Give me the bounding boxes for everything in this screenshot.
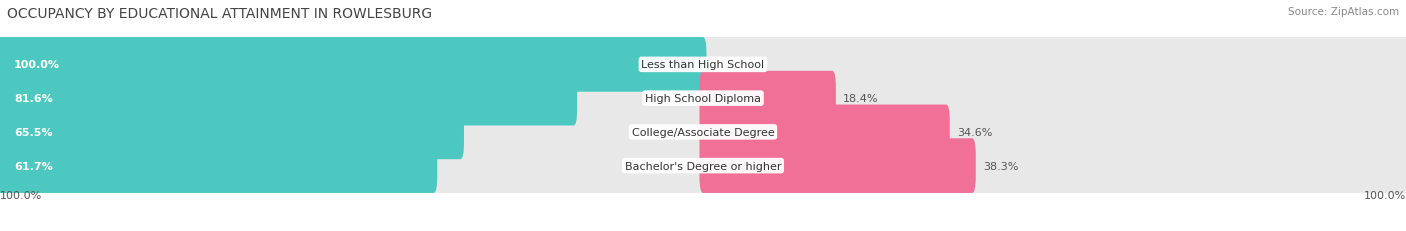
Text: Less than High School: Less than High School — [641, 60, 765, 70]
FancyBboxPatch shape — [0, 139, 1406, 193]
Text: 61.7%: 61.7% — [14, 161, 53, 171]
Text: College/Associate Degree: College/Associate Degree — [631, 127, 775, 137]
Text: Source: ZipAtlas.com: Source: ZipAtlas.com — [1288, 7, 1399, 17]
Text: 100.0%: 100.0% — [1364, 190, 1406, 200]
Text: 65.5%: 65.5% — [14, 127, 52, 137]
FancyBboxPatch shape — [0, 105, 1406, 160]
FancyBboxPatch shape — [700, 71, 835, 126]
FancyBboxPatch shape — [0, 105, 464, 160]
Text: High School Diploma: High School Diploma — [645, 94, 761, 104]
FancyBboxPatch shape — [0, 38, 1406, 92]
FancyBboxPatch shape — [700, 105, 950, 160]
FancyBboxPatch shape — [700, 139, 976, 193]
Text: Bachelor's Degree or higher: Bachelor's Degree or higher — [624, 161, 782, 171]
Text: 38.3%: 38.3% — [983, 161, 1018, 171]
Text: 100.0%: 100.0% — [0, 190, 42, 200]
Text: 18.4%: 18.4% — [844, 94, 879, 104]
Text: 81.6%: 81.6% — [14, 94, 53, 104]
Text: OCCUPANCY BY EDUCATIONAL ATTAINMENT IN ROWLESBURG: OCCUPANCY BY EDUCATIONAL ATTAINMENT IN R… — [7, 7, 432, 21]
FancyBboxPatch shape — [0, 139, 437, 193]
FancyBboxPatch shape — [0, 71, 1406, 126]
Text: 34.6%: 34.6% — [956, 127, 993, 137]
Text: 100.0%: 100.0% — [14, 60, 60, 70]
FancyBboxPatch shape — [0, 38, 707, 92]
FancyBboxPatch shape — [0, 71, 578, 126]
Text: 0.0%: 0.0% — [724, 60, 752, 70]
